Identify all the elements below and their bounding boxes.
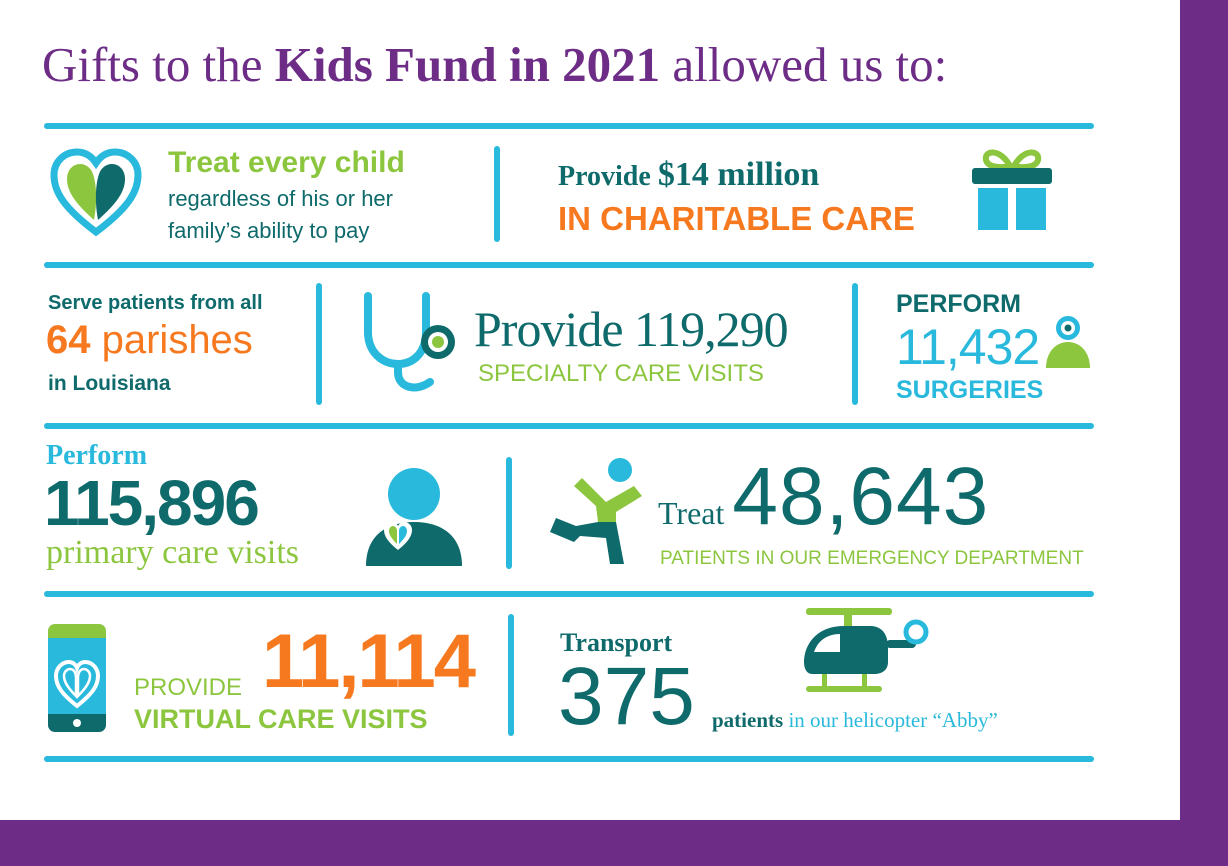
divider-3 — [44, 423, 1094, 429]
helicopter-label: patients in our helicopter “Abby” — [712, 708, 998, 732]
provide-label: PROVIDE — [134, 674, 243, 701]
transport-number: 375 — [558, 651, 695, 742]
content-panel — [0, 0, 1180, 820]
regardless-line: regardless of his or her — [168, 186, 393, 211]
stethoscope-icon — [360, 292, 470, 403]
serve-patients-line: Serve patients from all — [48, 292, 263, 314]
gift-icon — [970, 146, 1054, 237]
emergency-headline: Treat 48,643 — [658, 451, 990, 542]
patient-icon — [1042, 312, 1094, 377]
ability-line: family’s ability to pay — [168, 218, 370, 243]
heart-icon — [50, 148, 142, 241]
page-title: Gifts to the Kids Fund in 2021 allowed u… — [42, 37, 948, 92]
specialty-care-number: Provide 119,290 — [474, 301, 789, 357]
charitable-care-headline: Provide $14 million — [558, 156, 820, 193]
vdivider-row2-a — [316, 283, 322, 405]
vdivider-row4 — [508, 614, 514, 736]
doctor-icon — [364, 464, 464, 573]
perform-primary-label: Perform — [46, 440, 148, 471]
emergency-label: PATIENTS IN OUR EMERGENCY DEPARTMENT — [660, 548, 1084, 569]
virtual-care-label: VIRTUAL CARE VISITS — [134, 704, 428, 734]
phone-icon — [48, 624, 108, 739]
surgeries-number: 11,432 — [896, 319, 1040, 375]
helicopter-icon — [800, 604, 932, 705]
surgeries-label: SURGERIES — [896, 376, 1044, 404]
vdivider-row2-b — [852, 283, 858, 405]
vdivider-row1 — [494, 146, 500, 242]
treat-every-child-headline: Treat every child — [168, 146, 405, 179]
purple-bottom-band — [0, 820, 1228, 866]
specialty-care-label: SPECIALTY CARE VISITS — [478, 360, 764, 387]
purple-side-band — [1180, 0, 1228, 866]
divider-1 — [44, 123, 1094, 129]
divider-4 — [44, 591, 1094, 597]
vdivider-row3 — [506, 457, 512, 569]
divider-2 — [44, 262, 1094, 268]
primary-care-number: 115,896 — [44, 467, 260, 539]
perform-label: PERFORM — [896, 290, 1021, 318]
charitable-care-label: IN CHARITABLE CARE — [558, 200, 915, 237]
divider-5 — [44, 756, 1094, 762]
transport-label: Transport — [560, 628, 673, 657]
primary-care-label: primary care visits — [46, 534, 300, 571]
child-icon — [546, 456, 658, 573]
parishes-line: 64 parishes — [46, 318, 253, 362]
virtual-care-number: 11,114 — [262, 619, 476, 704]
in-louisiana-line: in Louisiana — [48, 372, 171, 395]
